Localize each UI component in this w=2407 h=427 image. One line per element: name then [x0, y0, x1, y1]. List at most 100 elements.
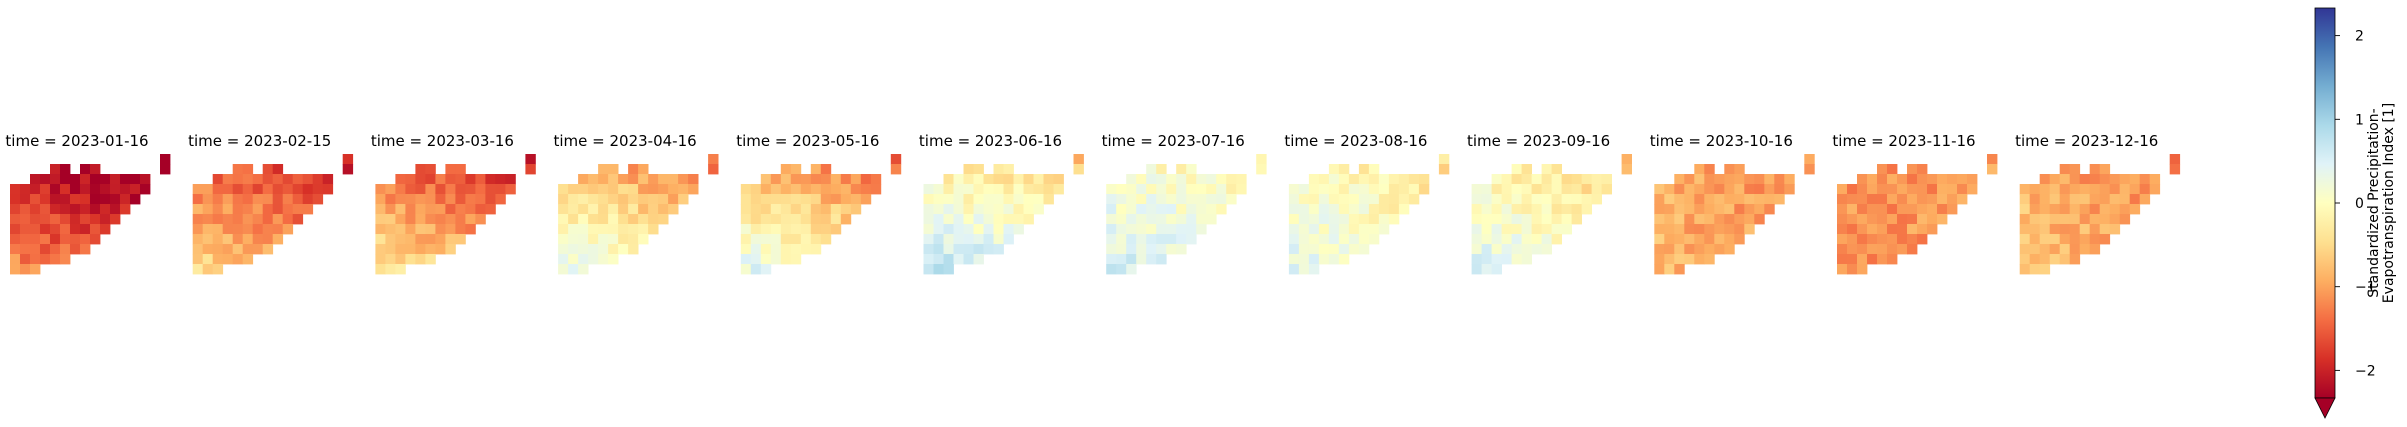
grid-cell [810, 164, 822, 175]
grid-cell [1784, 174, 1795, 185]
grid-cell [222, 184, 234, 195]
grid-cell [870, 184, 882, 195]
grid-cell [923, 254, 934, 265]
grid-cell [973, 164, 984, 175]
grid-cell [40, 244, 51, 255]
grid-cell [1704, 194, 1715, 205]
grid-cell [800, 234, 812, 245]
grid-cell [1511, 224, 1522, 235]
grid-cell [628, 244, 639, 255]
grid-cell [2029, 194, 2041, 205]
grid-cell [1837, 224, 1848, 235]
grid-cell [1907, 174, 1918, 185]
grid-cell [1136, 184, 1147, 195]
grid-cell [598, 214, 609, 225]
grid-cell [192, 214, 204, 225]
grid-cell [1887, 204, 1898, 215]
grid-cell [1561, 224, 1572, 235]
grid-cell [60, 254, 71, 265]
grid-cell [375, 264, 386, 275]
grid-cell [1398, 174, 1410, 185]
grid-cell [232, 174, 244, 185]
grid-cell [1571, 184, 1582, 195]
grid-cell [770, 254, 782, 265]
grid-cell [1551, 234, 1562, 245]
grid-cell [1368, 204, 1380, 215]
grid-cell [963, 194, 974, 205]
grid-cell [638, 214, 649, 225]
grid-cell [435, 234, 446, 245]
grid-cell [60, 164, 71, 175]
grid-cell [1531, 174, 1542, 185]
grid-cell [1033, 204, 1044, 215]
map-panel: time = 2023-07-16 [1102, 132, 1267, 275]
grid-cell [1837, 264, 1848, 275]
grid-cell [638, 224, 649, 235]
grid-cell [1358, 184, 1370, 195]
grid-cell [475, 174, 486, 185]
grid-cell [688, 174, 699, 185]
grid-cell [770, 174, 782, 185]
grid-cell [820, 194, 832, 205]
grid-cell [840, 174, 852, 185]
grid-cell [780, 194, 792, 205]
grid-cell [1674, 264, 1685, 275]
grid-cell [1368, 234, 1380, 245]
grid-cell [30, 184, 41, 195]
grid-cell [2049, 204, 2061, 215]
grid-cell [1136, 224, 1147, 235]
grid-cell [628, 174, 639, 185]
grid-cell [1378, 174, 1390, 185]
grid-cell [750, 264, 762, 275]
grid-cell [202, 194, 214, 205]
grid-cell [2129, 184, 2141, 195]
grid-cell [1744, 194, 1755, 205]
grid-cell [933, 224, 944, 235]
panel-title: time = 2023-07-16 [1102, 132, 1245, 150]
grid-cell [1877, 224, 1888, 235]
grid-cell [50, 174, 61, 185]
grid-cell [1867, 214, 1878, 225]
grid-cell [1328, 214, 1340, 225]
grid-cell [1216, 204, 1227, 215]
grid-cell [20, 184, 31, 195]
grid-cell [983, 194, 994, 205]
grid-cell [668, 184, 679, 195]
grid-cell [1887, 184, 1898, 195]
grid-cell [1491, 204, 1502, 215]
grid-cell [2109, 174, 2121, 185]
grid-cell [1226, 184, 1237, 195]
panel-title: time = 2023-01-16 [5, 132, 148, 150]
grid-cell [780, 234, 792, 245]
grid-cell [272, 234, 284, 245]
grid-cell [1491, 244, 1502, 255]
grid-cell [70, 204, 81, 215]
grid-cell [1481, 184, 1492, 195]
grid-cell [1471, 224, 1482, 235]
grid-cell [262, 244, 274, 255]
grid-cell [860, 174, 872, 185]
grid-cell [1288, 214, 1300, 225]
grid-cell [628, 234, 639, 245]
grid-cell [262, 184, 274, 195]
grid-cell [1917, 234, 1928, 245]
grid-cell [923, 224, 934, 235]
grid-cell [1724, 234, 1735, 245]
grid-cell [1003, 164, 1014, 175]
grid-cell [923, 204, 934, 215]
grid-cell [10, 254, 21, 265]
grid-cell [1348, 244, 1360, 255]
grid-cell [262, 174, 274, 185]
grid-cell [120, 194, 131, 205]
grid-cell [1947, 194, 1958, 205]
grid-cell [1897, 244, 1908, 255]
grid-cell [70, 214, 81, 225]
grid-cell [1106, 234, 1117, 245]
panel-title: time = 2023-06-16 [919, 132, 1062, 150]
grid-cell [1378, 214, 1390, 225]
grid-cell [1328, 164, 1340, 175]
grid-cell [2079, 244, 2091, 255]
grid-cell [485, 194, 496, 205]
grid-cell [740, 224, 752, 235]
grid-cell [608, 184, 619, 195]
